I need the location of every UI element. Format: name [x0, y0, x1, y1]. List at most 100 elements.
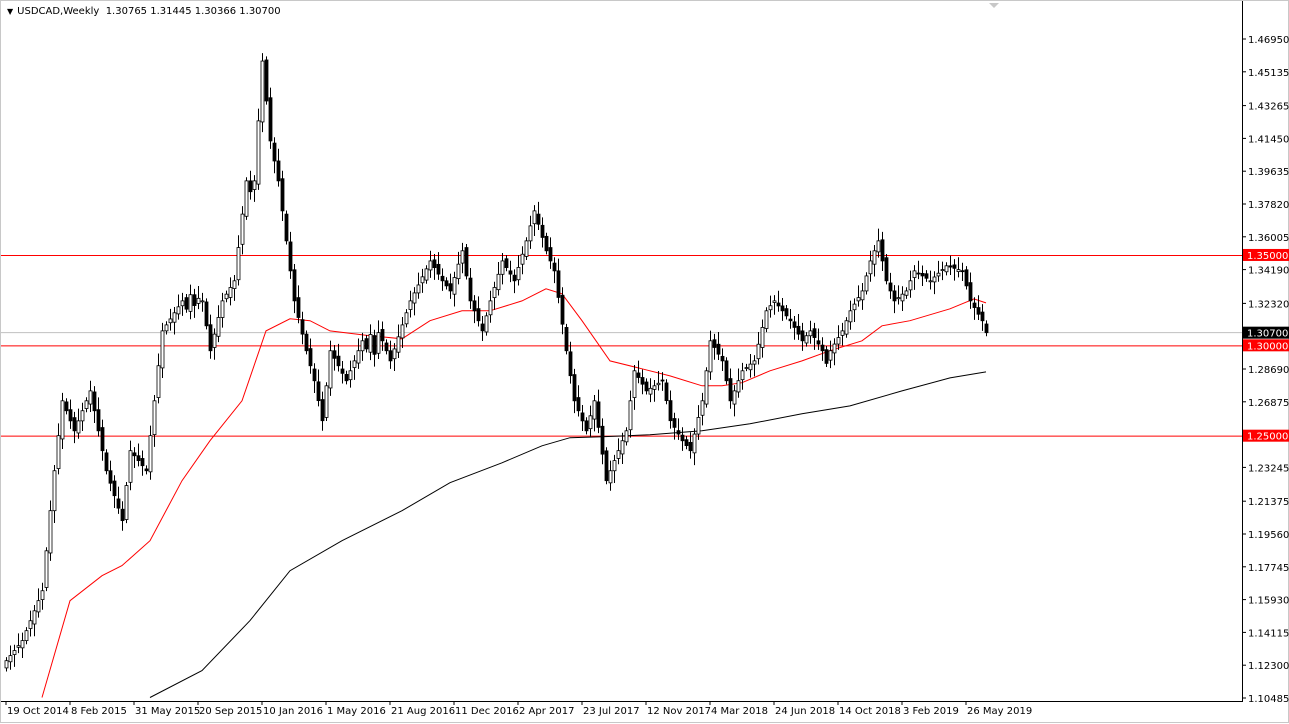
y-tick-label: 1.41450 — [1248, 134, 1289, 145]
candle-bull — [84, 400, 89, 409]
candle-bear — [184, 297, 189, 310]
candle-bull — [232, 280, 237, 289]
candle-bear — [372, 335, 377, 355]
candle-bull — [528, 225, 533, 242]
candle-bear — [684, 439, 689, 447]
candle-bull — [16, 645, 21, 648]
candle-bull — [612, 460, 617, 472]
candle-bear — [668, 400, 673, 422]
candle-bear — [784, 308, 789, 317]
candle-bear — [508, 270, 513, 275]
candle-bull — [900, 293, 905, 302]
candle-bear — [728, 378, 733, 402]
candle-bear — [660, 379, 665, 382]
candle-bear — [100, 427, 105, 452]
candle-bull — [696, 417, 701, 435]
candle-bear — [720, 355, 725, 362]
x-tick-label: 20 Sep 2015 — [199, 706, 262, 717]
y-tick-label: 1.32320 — [1248, 299, 1289, 310]
y-tick-label: 1.14115 — [1248, 628, 1289, 639]
candle-bull — [944, 265, 949, 273]
candle-bull — [864, 275, 869, 292]
candle-bull — [256, 120, 261, 185]
candle-bull — [956, 269, 961, 272]
candle-bull — [648, 387, 653, 395]
candle-bull — [848, 310, 853, 323]
triangle-down-icon[interactable]: ▼ — [7, 7, 14, 16]
candle-bear — [364, 338, 369, 350]
y-tick-label: 1.34190 — [1248, 266, 1289, 277]
candle-bull — [868, 260, 873, 275]
candle-bull — [24, 630, 29, 642]
candle-bull — [260, 60, 265, 123]
candle-bear — [144, 468, 149, 472]
x-tick-label: 8 Feb 2015 — [71, 706, 127, 717]
candle-bull — [832, 343, 837, 354]
candle-bear — [892, 290, 897, 302]
candle-bull — [616, 450, 621, 459]
candle-bear — [248, 180, 253, 193]
candle-bull — [60, 400, 65, 440]
candle-bull — [420, 276, 425, 284]
candle-bull — [148, 435, 153, 473]
candle-bull — [932, 276, 937, 283]
candle-bull — [828, 350, 833, 361]
candle-bear — [268, 97, 273, 142]
ohlc-values: 1.30765 1.31445 1.30366 1.30700 — [105, 6, 281, 17]
candle-bull — [324, 385, 329, 418]
candle-bull — [348, 370, 353, 381]
candle-bear — [972, 302, 977, 308]
candle-bear — [276, 160, 281, 182]
candle-bear — [444, 280, 449, 287]
scroll-marker-icon[interactable] — [989, 3, 999, 8]
candle-bear — [976, 307, 981, 315]
candle-bull — [56, 435, 61, 469]
candle-bull — [652, 385, 657, 390]
x-tick-label: 23 Jul 2017 — [583, 706, 640, 717]
candle-bull — [32, 610, 37, 625]
candle-bull — [236, 247, 241, 281]
candle-bull — [328, 350, 333, 389]
candle-bear — [564, 327, 569, 352]
candle-bear — [308, 348, 313, 367]
candle-bear — [816, 340, 821, 345]
candle-bull — [52, 470, 57, 512]
x-tick-label: 2 Apr 2017 — [519, 706, 574, 717]
candle-bull — [20, 640, 25, 649]
candle-bear — [776, 302, 781, 307]
candle-bull — [752, 360, 757, 365]
candle-bear — [960, 270, 965, 273]
candle-bear — [664, 382, 669, 402]
candle-bull — [836, 337, 841, 345]
candle-bear — [132, 452, 137, 457]
candle-bear — [388, 350, 393, 362]
candle-bull — [224, 293, 229, 300]
candle-bull — [700, 400, 705, 416]
candle-bear — [340, 368, 345, 374]
candle-bear — [780, 305, 785, 312]
y-tick-label: 1.19560 — [1248, 530, 1289, 541]
candle-bear — [468, 277, 473, 302]
candle-bull — [592, 400, 597, 420]
candle-bull — [40, 590, 45, 600]
candle-bear — [688, 441, 693, 452]
candle-bear — [96, 409, 101, 432]
candle-bull — [740, 370, 745, 381]
candle-bear — [512, 274, 517, 282]
moving-average-slow — [149, 371, 987, 698]
candle-bull — [772, 300, 777, 303]
candle-bull — [124, 485, 129, 520]
y-tick-label: 1.10485 — [1248, 694, 1289, 705]
candle-bull — [516, 267, 521, 281]
candle-bear — [984, 323, 989, 334]
candle-bear — [964, 269, 969, 287]
candle-bear — [464, 247, 469, 277]
x-tick-label: 26 May 2019 — [967, 706, 1032, 717]
candle-bear — [320, 399, 325, 422]
candle-bear — [544, 235, 549, 252]
candle-bear — [192, 294, 197, 306]
candle-bear — [824, 349, 829, 364]
candle-bull — [808, 330, 813, 337]
